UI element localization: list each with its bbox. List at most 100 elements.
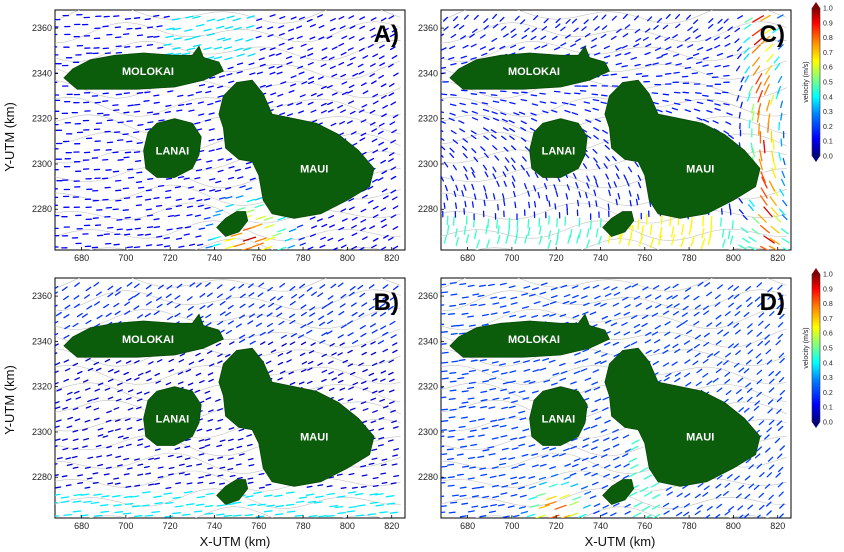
contour-line [441,202,787,224]
velocity-vector [211,236,221,240]
velocity-vector [320,236,326,240]
velocity-vector [339,387,346,391]
velocity-vector [702,64,709,67]
velocity-vector [441,137,445,141]
velocity-vector [509,135,515,140]
velocity-vector [136,418,143,422]
velocity-vector [461,190,465,197]
velocity-vector [206,18,216,22]
velocity-vector [675,23,681,29]
velocity-vector [637,174,642,181]
velocity-vector [177,371,184,375]
velocity-vector [635,72,643,75]
velocity-vector [777,333,784,339]
velocity-vector [55,311,62,317]
velocity-vector [728,343,734,349]
velocity-vector [441,343,447,345]
velocity-vector [747,349,754,355]
velocity-vector [559,362,566,367]
island-molokai [449,45,610,90]
velocity-vector [738,514,744,518]
velocity-vector [591,381,599,386]
velocity-vector [77,482,84,485]
velocity-vector [301,361,308,365]
velocity-vector [248,333,255,339]
velocity-vector [228,438,234,442]
velocity-vector [238,338,246,343]
velocity-vector [196,495,206,499]
velocity-vector [727,26,733,31]
velocity-vector [236,445,243,449]
velocity-vector [446,458,454,461]
velocity-vector [195,91,202,94]
velocity-vector [769,237,780,245]
velocity-vector [198,358,204,363]
velocity-vector [361,236,368,240]
velocity-vector [134,360,140,364]
velocity-vector [288,89,295,94]
velocity-vector [368,305,375,311]
velocity-vector [545,495,557,501]
velocity-vector [307,320,314,326]
velocity-vector [167,315,174,321]
velocity-vector [72,362,79,367]
colorbar-tick-label: 0.3 [823,375,833,382]
velocity-vector [73,493,83,497]
velocity-vector [595,228,599,238]
velocity-vector [84,294,90,299]
velocity-vector [317,14,323,18]
velocity-vector [527,218,530,229]
velocity-vector [523,183,528,190]
velocity-vector [576,234,580,244]
velocity-vector [388,389,395,393]
velocity-vector [589,220,592,230]
velocity-vector [777,85,782,94]
velocity-vector [704,282,711,287]
velocity-vector [748,199,755,207]
velocity-vector [381,34,387,39]
velocity-vector [564,109,571,113]
velocity-vector [461,390,469,393]
velocity-vector [131,505,141,508]
velocity-vector [155,296,162,301]
velocity-vector [215,427,222,430]
velocity-vector [76,370,83,375]
velocity-vector [65,457,72,460]
velocity-vector [279,282,286,288]
velocity-vector [752,216,760,224]
velocity-vector [630,56,637,60]
velocity-vector [528,201,531,209]
velocity-vector [716,474,723,480]
velocity-vector [461,502,469,505]
velocity-vector [300,43,307,47]
velocity-vector [560,42,567,47]
velocity-vector [242,236,257,242]
velocity-vector [461,145,468,151]
velocity-vector [693,108,701,112]
velocity-vector [649,224,653,236]
velocity-vector [735,65,741,72]
velocity-vector [217,85,224,89]
velocity-vector [481,323,489,327]
velocity-vector [583,426,591,431]
velocity-vector [441,435,445,438]
velocity-vector [690,217,693,229]
x-tick-label: 780 [296,521,311,531]
velocity-vector [391,129,397,134]
velocity-vector [63,334,70,339]
velocity-vector [477,455,485,459]
velocity-vector [462,153,468,159]
velocity-vector [217,418,224,422]
velocity-vector [764,334,770,340]
velocity-vector [458,332,466,335]
velocity-vector [127,104,134,107]
velocity-vector [55,332,59,336]
velocity-vector [144,514,154,517]
velocity-vector [593,503,601,507]
velocity-vector [703,341,710,347]
velocity-vector [206,292,213,297]
velocity-vector [188,109,195,112]
velocity-vector [95,444,102,448]
velocity-vector [173,214,181,217]
x-tick-label: 740 [593,521,608,531]
